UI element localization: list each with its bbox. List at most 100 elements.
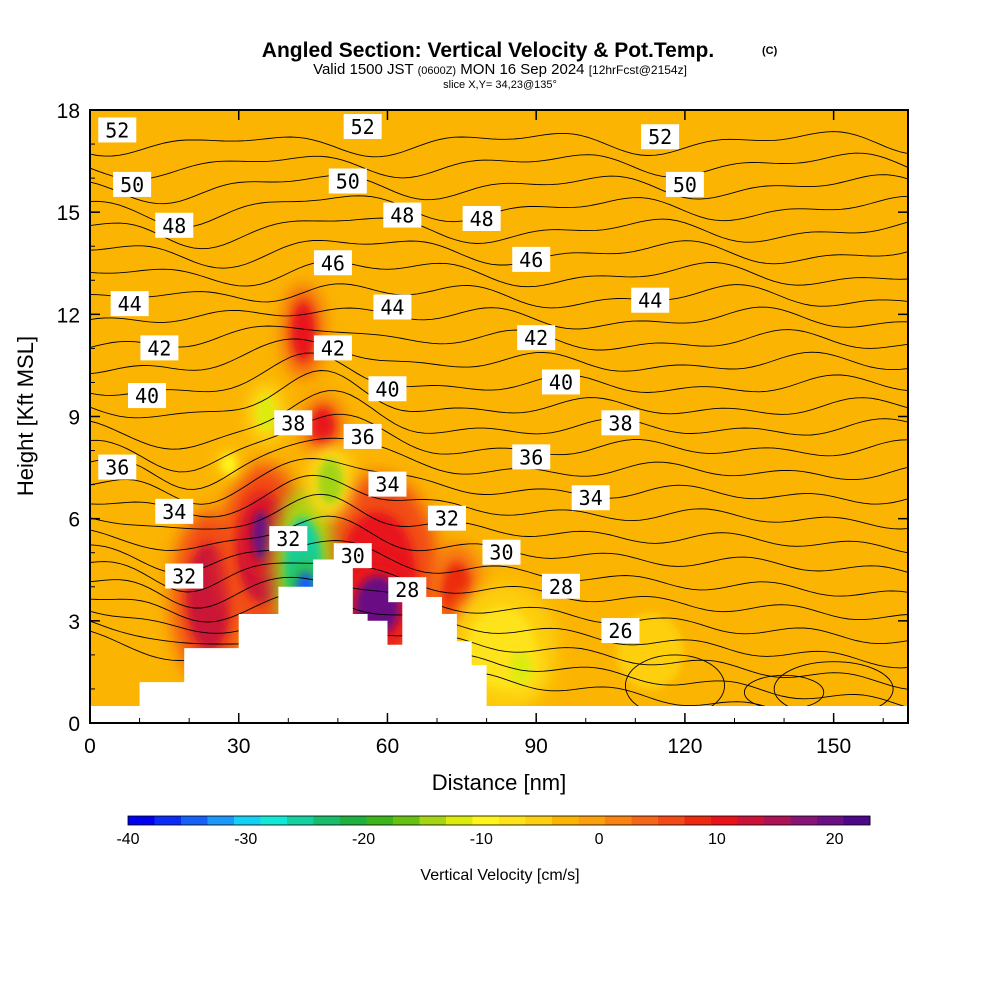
contour-label-text: 26 <box>608 619 632 643</box>
contour-label-text: 40 <box>135 384 159 408</box>
contour-label-box <box>333 543 372 569</box>
contour-label-text: 30 <box>341 544 365 568</box>
colorbar-tick-label: -10 <box>470 831 493 848</box>
contour-label: 50 <box>328 168 367 194</box>
colorbar-swatch <box>446 816 473 825</box>
colorbar-tick-label: 0 <box>595 831 604 848</box>
theta-isentrope <box>90 458 908 505</box>
colorbar-swatch <box>287 816 314 825</box>
contour-label-text: 32 <box>435 507 459 531</box>
colorbar-swatch <box>817 816 844 825</box>
colorbar-swatch <box>737 816 765 825</box>
colorbar-swatch <box>684 816 712 825</box>
x-tick-label: 30 <box>227 735 250 758</box>
colorbar-swatch <box>578 816 606 825</box>
contour-label: 32 <box>269 526 308 552</box>
x-tick-label: 120 <box>667 735 702 758</box>
contour-label-box <box>512 444 551 470</box>
contour-label-text: 28 <box>549 575 573 599</box>
contour-label-box <box>631 287 670 313</box>
contour-label-box <box>373 294 412 320</box>
contour-label-text: 36 <box>351 425 375 449</box>
contour-label-box <box>482 539 521 565</box>
theta-isentrope <box>90 413 908 473</box>
colorbar-tick-label: -40 <box>116 831 139 848</box>
contour-label-box <box>98 117 137 143</box>
colorbar-swatch <box>552 816 579 825</box>
contour-label-text: 30 <box>489 541 513 565</box>
colorbar-tick-label: 10 <box>708 831 726 848</box>
contour-label-text: 52 <box>648 125 672 149</box>
contour-label: 28 <box>388 577 427 603</box>
contour-label-text: 32 <box>172 565 196 589</box>
contour-label-box <box>541 573 580 599</box>
contour-label-box <box>274 410 313 436</box>
contour-label-box <box>571 485 610 511</box>
theta-isentrope <box>90 540 908 597</box>
contour-label-box <box>368 376 407 402</box>
contour-label: 34 <box>155 498 194 524</box>
theta-isentrope <box>90 437 908 490</box>
theta-isentrope <box>90 390 908 450</box>
contour-label-text: 48 <box>470 207 494 231</box>
colorbar-swatch <box>340 816 367 825</box>
theta-isentrope <box>90 493 908 554</box>
contour-label-box <box>665 171 704 197</box>
theta-isentrope <box>90 325 908 351</box>
colorbar-swatch <box>128 816 155 825</box>
contour-label: 44 <box>631 287 670 313</box>
y-axis-label: Height [Kft MSL] <box>13 336 38 496</box>
x-tick-label: 60 <box>376 735 399 758</box>
contour-label-text: 50 <box>673 173 697 197</box>
contour-label-text: 38 <box>281 411 305 435</box>
contour-label-text: 36 <box>519 445 543 469</box>
x-tick-label: 90 <box>525 735 548 758</box>
colorbar-swatch <box>764 816 791 825</box>
contour-label: 32 <box>165 563 204 589</box>
contour-label-text: 40 <box>549 370 573 394</box>
theta-isentrope <box>90 352 908 396</box>
contour-label-text: 34 <box>375 473 399 497</box>
colorbar-swatch <box>525 816 553 825</box>
colorbar-swatch <box>234 816 261 825</box>
contour-label-box <box>368 471 407 497</box>
contour-label: 36 <box>512 444 551 470</box>
contour-label-box <box>165 563 204 589</box>
colorbar-tick-label: 20 <box>826 831 844 848</box>
contour-label: 52 <box>343 114 382 140</box>
y-tick-label: 0 <box>68 713 80 736</box>
contour-label-text: 34 <box>162 500 186 524</box>
contour-label: 50 <box>113 171 152 197</box>
colorbar-swatch <box>366 816 394 825</box>
colorbar <box>127 815 871 826</box>
velocity-core <box>221 453 237 475</box>
contour-label-box <box>343 423 382 449</box>
contour-label: 42 <box>517 325 556 351</box>
contour-label: 52 <box>641 124 680 150</box>
theta-contours <box>90 131 908 723</box>
contour-label-text: 38 <box>608 411 632 435</box>
colorbar-swatch <box>472 816 500 825</box>
theta-isentrope <box>90 561 908 621</box>
theta-isentrope <box>90 131 908 158</box>
colorbar-swatch <box>207 816 235 825</box>
contour-label: 30 <box>333 543 372 569</box>
y-tick-label: 12 <box>57 304 80 327</box>
theta-isentrope <box>90 239 908 269</box>
utc-time: (0600Z) <box>418 65 457 77</box>
colorbar-swatch <box>260 816 288 825</box>
velocity-core <box>317 458 344 505</box>
colorbar-swatch <box>419 816 447 825</box>
contour-label-text: 32 <box>276 527 300 551</box>
contour-label: 46 <box>512 246 551 272</box>
y-tick-label: 18 <box>57 100 80 123</box>
contour-label-text: 52 <box>351 115 375 139</box>
contour-label: 34 <box>368 471 407 497</box>
contour-label-box <box>110 291 149 317</box>
contour-label: 42 <box>313 335 352 361</box>
contour-label-text: 52 <box>105 118 129 142</box>
x-axis: 0 30 60 90 120 150 <box>84 110 884 758</box>
contour-label-box <box>383 202 422 228</box>
theta-isentrope <box>90 306 908 330</box>
